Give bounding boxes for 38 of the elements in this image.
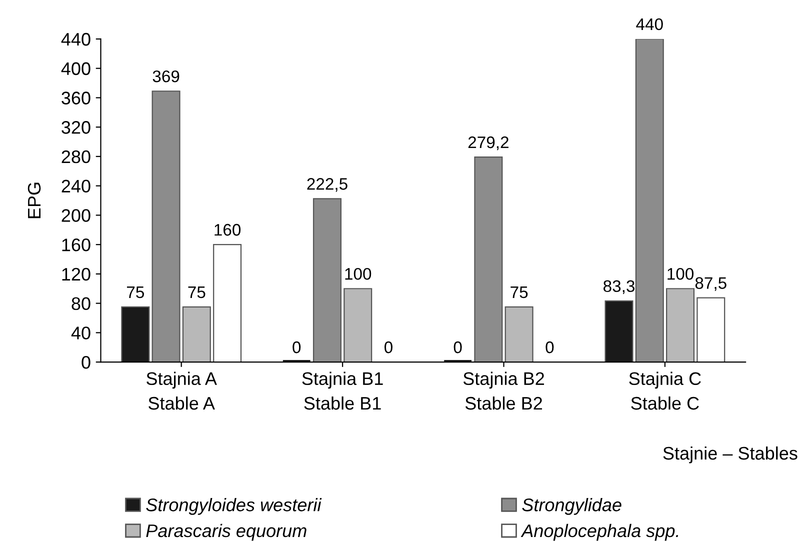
data-label: 222,5 — [307, 178, 348, 192]
y-tick-label: 0 — [82, 356, 90, 369]
data-label: 0 — [384, 341, 392, 354]
legend-label: Parascaris equorum — [146, 524, 306, 541]
data-label: 0 — [292, 341, 301, 354]
y-tick-label: 440 — [61, 32, 90, 46]
x-tick-label: Stajnia B1 Stable B1 — [302, 372, 383, 410]
y-tick-label: 320 — [62, 121, 90, 134]
data-label: 279,2 — [468, 136, 508, 150]
data-label: 369 — [152, 70, 180, 82]
y-tick-label: 40 — [71, 326, 90, 340]
y-axis-title: EPG — [28, 182, 41, 218]
y-tick-label: 80 — [72, 297, 90, 310]
legend-label: Anoplocephala spp. — [520, 524, 678, 541]
y-tick-label: 280 — [62, 150, 90, 164]
y-tick-label: 240 — [62, 180, 90, 193]
y-tick-label: 360 — [62, 92, 90, 104]
data-label: 160 — [214, 224, 241, 236]
x-tick-label: Stajnia B2 Stable B2 — [463, 372, 544, 410]
x-axis-title: Stajnie – Stables — [663, 446, 798, 464]
data-label: 75 — [126, 286, 144, 298]
data-label: 100 — [345, 268, 372, 280]
data-label: 0 — [454, 341, 462, 354]
data-label: 83,3 — [604, 280, 634, 294]
y-tick-label: 200 — [62, 209, 90, 222]
y-tick-label: 400 — [61, 62, 90, 76]
y-tick-label: 120 — [62, 268, 90, 281]
legend-label: Strongyloides westerii — [146, 498, 322, 515]
x-tick-label: Stajnia A Stable A — [146, 372, 217, 410]
data-label: 440 — [636, 18, 663, 30]
data-label: 87,5 — [695, 277, 726, 291]
x-tick-label: Stajnia C Stable C — [629, 372, 701, 410]
data-label: 100 — [668, 268, 694, 280]
legend-label: Strongylidae — [522, 498, 622, 515]
data-label: 75 — [510, 286, 528, 298]
data-label: 75 — [188, 286, 206, 298]
y-tick-label: 160 — [62, 238, 90, 252]
data-label: 0 — [546, 341, 554, 354]
